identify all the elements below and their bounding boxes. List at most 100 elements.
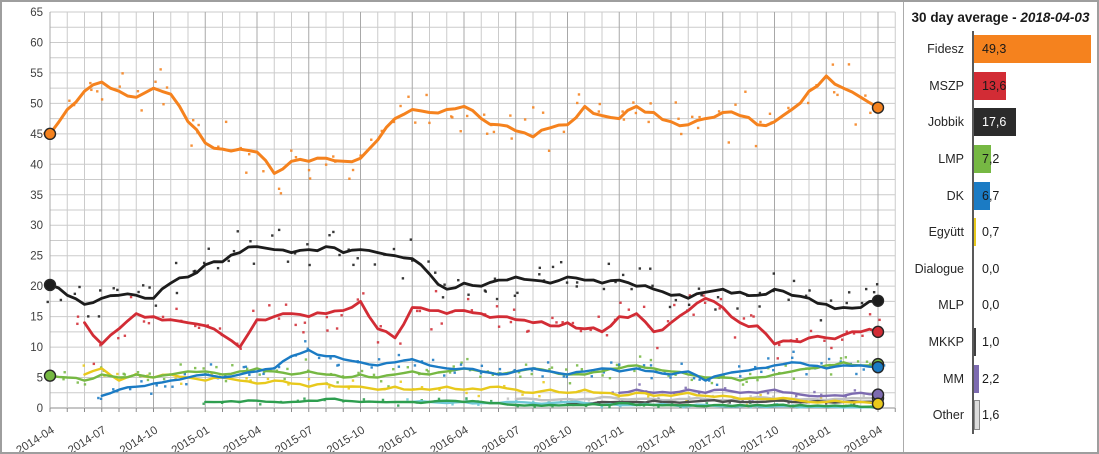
grid (49, 11, 896, 412)
party-bar-zone: 1,6 (972, 396, 1097, 434)
panel-title-text: 30 day average - (911, 10, 1017, 25)
x-axis-tick-label: 2016-07 (480, 424, 522, 452)
party-average-row: Dialogue 0,0 (904, 250, 1097, 288)
x-axis-tick-label: 2015-04 (221, 424, 264, 452)
panel-title-date: 2018-04-03 (1020, 10, 1090, 25)
party-average-value: 7,2 (982, 152, 1000, 167)
party-average-bar (974, 218, 976, 247)
trend-line-mszp (83, 296, 880, 349)
party-average-value: 13,6 (982, 78, 1007, 93)
y-axis-tick-label: 45 (30, 129, 43, 141)
start-marker-fidesz (43, 127, 57, 141)
x-axis-tick-label: 2014-10 (118, 424, 160, 452)
election-markers (43, 101, 885, 410)
party-label: Együtt (928, 225, 964, 240)
party-average-bar (974, 181, 990, 210)
average-lines (48, 74, 880, 410)
party-bar-zone: 0,7 (972, 213, 1097, 251)
party-label: MSZP (929, 78, 964, 93)
x-axis-tick-label: 2015-10 (325, 424, 367, 452)
x-axis-tick-label: 2017-07 (687, 424, 729, 452)
party-average-value: 0,7 (982, 225, 1000, 240)
party-label: Fidesz (927, 42, 964, 57)
trend-line-mm (618, 388, 880, 398)
y-axis-tick-label: 50 (30, 98, 43, 110)
party-average-row: Együtt 0,7 (904, 213, 1097, 251)
y-axis-tick-label: 10 (30, 342, 43, 354)
party-bar-zone: 2,2 (972, 360, 1097, 397)
party-average-bar (974, 328, 977, 357)
end-marker-jobbik (871, 294, 885, 307)
party-label: Dialogue (914, 261, 964, 276)
party-average-row: LMP 7,2 (904, 140, 1097, 178)
y-axis-tick-label: 5 (37, 373, 43, 385)
end-marker-fidesz (871, 101, 885, 114)
party-average-bar (974, 35, 1091, 64)
x-axis-tick-label: 2018-01 (791, 424, 833, 452)
x-axis-tick-label: 2017-04 (635, 424, 678, 452)
party-label: LMP (938, 152, 964, 167)
y-axis-tick-label: 35 (30, 190, 43, 202)
party-average-value: 1,0 (982, 335, 1000, 350)
end-marker-együtt (871, 397, 885, 410)
x-axis-tick-label: 2016-10 (532, 424, 574, 452)
party-average-row: DK 6,7 (904, 177, 1097, 214)
y-axis-tick-label: 65 (30, 7, 43, 19)
party-average-value: 2,2 (982, 371, 1000, 386)
party-bar-zone: 17,6 (972, 104, 1097, 141)
party-average-row: Jobbik 17,6 (904, 104, 1097, 141)
party-average-row: MLP 0,0 (904, 287, 1097, 324)
y-axis-tick-label: 55 (30, 68, 43, 80)
party-bar-zone: 0,0 (972, 250, 1097, 288)
party-average-bar (974, 364, 980, 393)
x-axis-tick-label: 2014-04 (14, 424, 57, 452)
start-marker-jobbik (43, 278, 57, 292)
party-average-value: 6,7 (982, 188, 1000, 203)
party-bar-zone: 7,2 (972, 140, 1097, 178)
party-bar-zone: 49,3 (972, 31, 1097, 68)
party-average-value: 17,6 (982, 115, 1007, 130)
average-legend-panel: 30 day average - 2018-04-03 Fidesz 49,3 MS… (903, 2, 1097, 452)
trend-line-dialogue (204, 397, 880, 410)
party-average-row: Fidesz 49,3 (904, 31, 1097, 68)
party-average-row: MKKP 1,0 (904, 323, 1097, 361)
trend-line-jobbik (48, 245, 880, 311)
party-average-value: 0,0 (982, 261, 1000, 276)
party-average-row: MSZP 13,6 (904, 67, 1097, 105)
x-axis-tick-label: 2017-10 (739, 424, 781, 452)
y-axis-tick-label: 0 (37, 403, 43, 415)
x-axis-tick-label: 2015-07 (273, 424, 315, 452)
end-marker-dk (871, 360, 885, 374)
party-label: Jobbik (927, 115, 964, 130)
party-label: Other (932, 408, 964, 423)
y-axis-tick-label: 40 (30, 159, 43, 171)
party-average-bar (974, 400, 980, 431)
start-marker-lmp (43, 369, 57, 382)
y-axis-tick-label: 25 (30, 251, 43, 263)
party-average-value: 49,3 (982, 42, 1007, 57)
trend-line-dk (100, 348, 880, 397)
trend-line-fidesz (48, 74, 880, 175)
party-average-bar (974, 71, 1007, 100)
x-axis-tick-label: 2018-04 (842, 424, 885, 452)
party-average-bar (974, 145, 992, 174)
party-bar-zone: 6,7 (972, 177, 1097, 214)
party-label: MKKP (928, 335, 964, 350)
end-marker-mszp (871, 325, 885, 339)
party-average-list: Fidesz 49,3 MSZP 13,6 Jobbik 17,6 LMP 7,2 DK 6,7 E… (904, 31, 1097, 434)
poll-trend-chart: 0 5 10 15 20 25 30 35 40 45 50 55 60 65 2014-04 2014-07… (2, 2, 903, 452)
party-average-row: MM 2,2 (904, 360, 1097, 397)
x-axis-tick-label: 2016-01 (377, 424, 419, 452)
party-bar-zone: 0,0 (972, 287, 1097, 324)
poll-trend-plot: 0 5 10 15 20 25 30 35 40 45 50 55 60 65 2014-04 2014-07… (14, 7, 896, 452)
party-average-value: 0,0 (982, 298, 1000, 313)
y-axis-tick-label: 60 (30, 37, 43, 49)
x-axis-tick-label: 2014-07 (66, 424, 108, 452)
party-label: DK (946, 188, 964, 203)
party-bar-zone: 1,0 (972, 323, 1097, 361)
y-axis-tick-label: 20 (30, 281, 43, 293)
trend-line-other (514, 395, 880, 402)
party-average-bar (974, 108, 1016, 137)
y-axis-tick-label: 30 (30, 220, 43, 232)
